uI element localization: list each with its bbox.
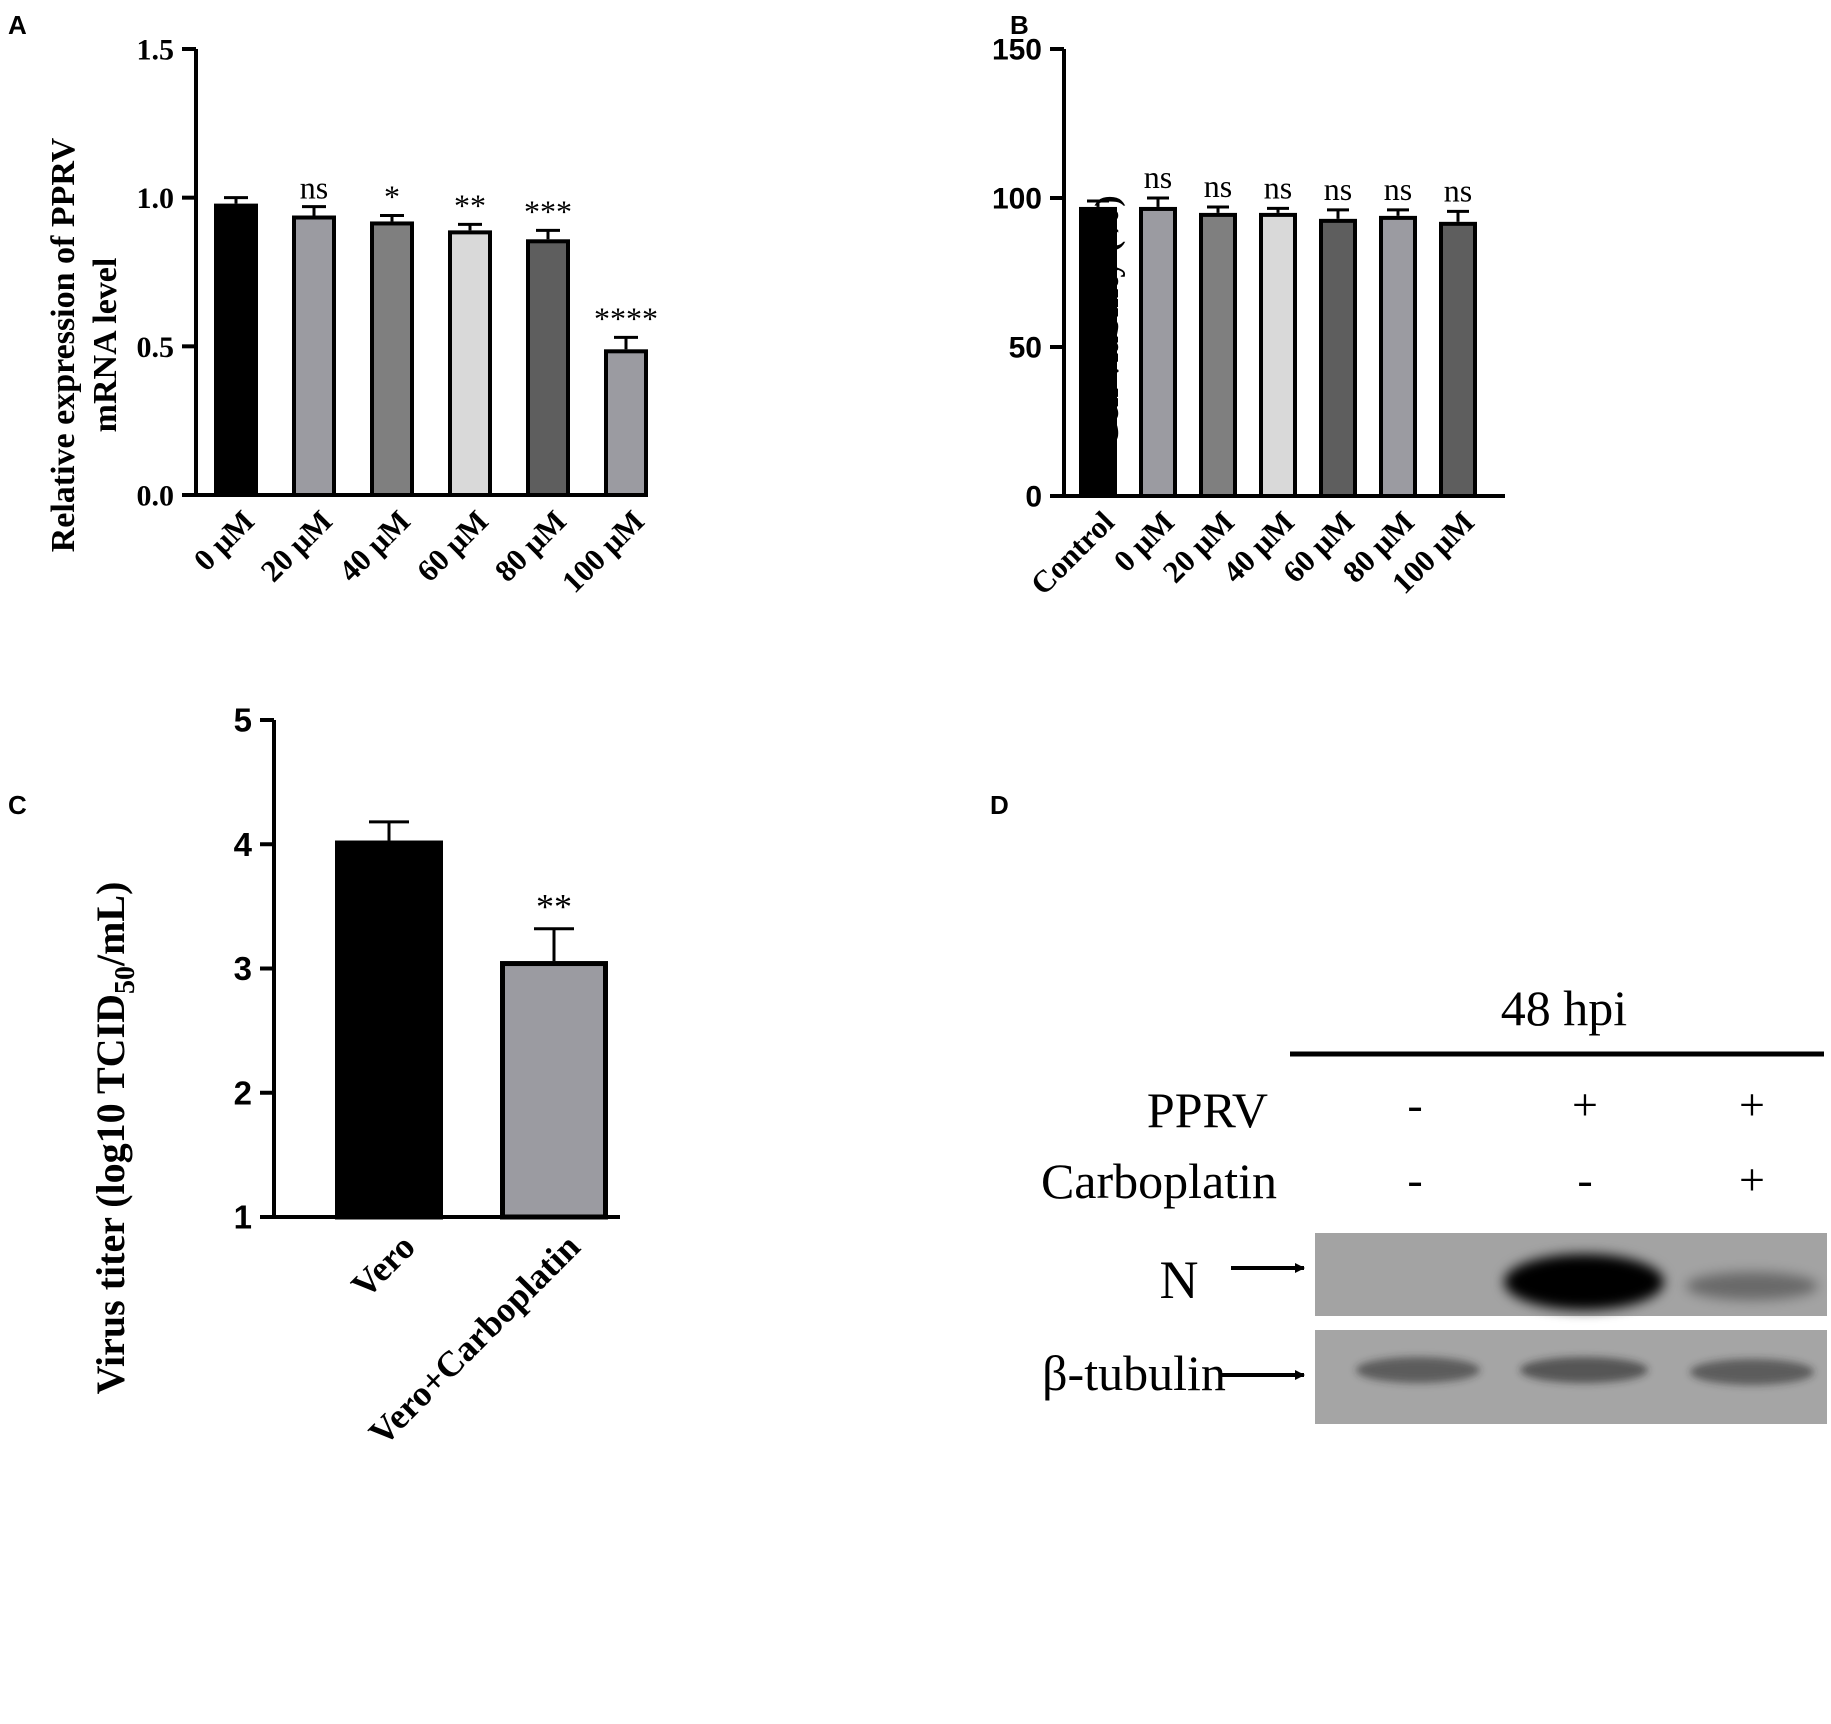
x-tick-label: 60 μM xyxy=(410,503,495,588)
y-tick-label: 50 xyxy=(1009,332,1042,365)
significance-label: ns xyxy=(300,170,328,206)
significance-label: ns xyxy=(1384,171,1412,207)
n-band-lane-2 xyxy=(1504,1254,1664,1310)
y-tick-label: 0 xyxy=(1025,481,1042,514)
y-axis-label-main: Virus titer (log10 TCID xyxy=(88,994,133,1394)
x-tick-label: Vero xyxy=(343,1226,422,1305)
pprv-sign-lane-3: + xyxy=(1739,1079,1765,1130)
y-axis-label-end: /mL) xyxy=(88,882,133,967)
y-tick-label: 2 xyxy=(234,1074,252,1111)
panel-label-a: A xyxy=(8,10,27,40)
bar xyxy=(370,221,414,497)
y-tick-label: 4 xyxy=(234,826,253,863)
significance-label: ns xyxy=(1204,168,1232,204)
y-axis-label-subscript: 50 xyxy=(110,966,141,994)
y-axis-label: Relative expression of PPRV mRNA level xyxy=(45,137,124,552)
bar xyxy=(214,203,258,497)
y-tick-label: 1.5 xyxy=(137,34,175,67)
x-tick-label: 100 μM xyxy=(555,503,651,599)
panel-label-c: C xyxy=(8,790,27,820)
carboplatin-sign-lane-2: - xyxy=(1577,1154,1592,1205)
bar xyxy=(526,239,570,497)
bar xyxy=(1139,206,1177,498)
y-tick-label: 1 xyxy=(234,1199,252,1236)
pprv-sign-lane-1: - xyxy=(1407,1079,1422,1130)
significance-label: **** xyxy=(594,300,658,336)
panel-label-d: D xyxy=(990,790,1009,820)
n-band-label: N xyxy=(1160,1250,1199,1310)
y-axis-label-line-2: mRNA level xyxy=(87,258,124,433)
y-tick-label: 150 xyxy=(992,34,1042,67)
beta-tubulin-band-label: β-tubulin xyxy=(1042,1345,1226,1401)
significance-label: * xyxy=(384,179,400,215)
bar xyxy=(335,840,443,1220)
bar xyxy=(1259,212,1297,498)
chart-a: Relative expression of PPRV mRNA level 0… xyxy=(45,34,658,600)
panel-label-b: B xyxy=(1010,10,1029,40)
bar xyxy=(500,961,608,1220)
bar xyxy=(1199,212,1237,498)
significance-label: ns xyxy=(1444,172,1472,208)
bar xyxy=(604,349,648,497)
y-tick-label: 0.0 xyxy=(137,480,175,513)
y-axis-label: Virus titer (log10 TCID50/mL) xyxy=(88,882,141,1395)
carboplatin-sign-lane-1: - xyxy=(1407,1154,1422,1205)
carboplatin-row-label: Carboplatin xyxy=(1041,1153,1277,1209)
significance-label: ** xyxy=(536,887,572,927)
carboplatin-sign-lane-3: + xyxy=(1739,1154,1765,1205)
bar xyxy=(1379,215,1417,498)
y-tick-label: 5 xyxy=(234,702,252,739)
beta-tubulin-band-lane-3 xyxy=(1690,1359,1814,1385)
n-band-lane-3 xyxy=(1686,1272,1818,1300)
timepoint-label: 48 hpi xyxy=(1501,980,1627,1036)
x-tick-label: 40 μM xyxy=(332,503,417,588)
significance-label: ns xyxy=(1324,171,1352,207)
significance-label: ** xyxy=(454,187,486,223)
bar xyxy=(292,215,336,498)
pprv-row-label: PPRV xyxy=(1147,1082,1268,1138)
pprv-sign-lane-2: + xyxy=(1572,1079,1598,1130)
bar xyxy=(1439,221,1477,498)
y-tick-label: 0.5 xyxy=(137,331,175,364)
x-tick-label: 20 μM xyxy=(254,503,339,588)
significance-label: *** xyxy=(524,193,572,229)
beta-tubulin-band-lane-1 xyxy=(1356,1357,1480,1383)
chart-c: Virus titer (log10 TCID50/mL) 1 2 3 4 5 Vero *… xyxy=(88,702,620,1453)
y-tick-label: 1.0 xyxy=(137,182,175,215)
y-axis-label-line-1: Relative expression of PPRV xyxy=(45,137,82,552)
bar xyxy=(448,230,492,498)
y-tick-label: 100 xyxy=(992,183,1042,216)
western-blot: 48 hpi PPRV - + + Carboplatin - - + N β-… xyxy=(1041,980,1827,1424)
x-tick-label: 0 μM xyxy=(187,503,261,577)
y-tick-label: 3 xyxy=(234,950,252,987)
bar xyxy=(1319,218,1357,499)
significance-label: ns xyxy=(1144,159,1172,195)
significance-label: ns xyxy=(1264,169,1292,205)
bar xyxy=(1079,206,1117,498)
beta-tubulin-band-lane-2 xyxy=(1520,1357,1648,1383)
